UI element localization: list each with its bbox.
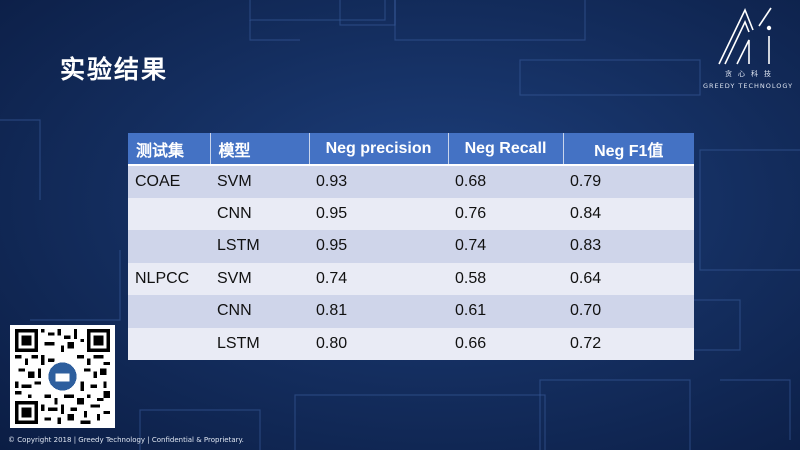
cell-f1: 0.84 (563, 197, 694, 230)
table-row: CNN 0.95 0.76 0.84 (128, 197, 694, 230)
cell-recall: 0.58 (448, 262, 563, 295)
header-dataset: 测试集 (128, 133, 211, 166)
table-row: LSTM 0.80 0.66 0.72 (128, 327, 694, 360)
qr-code-icon (15, 329, 110, 424)
cell-precision: 0.93 (309, 165, 448, 198)
logo-en-text: GREEDY TECHNOLOGY (702, 82, 794, 90)
company-logo: 贪心科技 GREEDY TECHNOLOGY (700, 6, 796, 98)
cell-f1: 0.79 (563, 165, 694, 198)
cell-model: SVM (210, 165, 309, 198)
cell-recall: 0.68 (448, 165, 563, 198)
cell-dataset (128, 295, 210, 328)
logo-cn-text: 贪心科技 (725, 70, 777, 78)
header-neg-recall: Neg Recall (448, 133, 564, 166)
cell-dataset: NLPCC (128, 262, 210, 295)
cell-recall: 0.66 (448, 327, 563, 360)
footer-copyright: © Copyright 2018 | Greedy Technology | C… (8, 436, 244, 444)
cell-f1: 0.72 (563, 327, 694, 360)
table-row: CNN 0.81 0.61 0.70 (128, 295, 694, 328)
cell-dataset (128, 327, 210, 360)
cell-f1: 0.64 (563, 262, 694, 295)
cell-f1: 0.83 (563, 230, 694, 263)
cell-dataset: COAE (128, 165, 210, 198)
cell-precision: 0.74 (309, 262, 448, 295)
header-model: 模型 (210, 133, 310, 166)
cell-model: CNN (210, 197, 309, 230)
table-row: NLPCC SVM 0.74 0.58 0.64 (128, 262, 694, 295)
table-row: LSTM 0.95 0.74 0.83 (128, 230, 694, 263)
header-neg-precision: Neg precision (309, 133, 449, 166)
cell-recall: 0.76 (448, 197, 563, 230)
cell-model: SVM (210, 262, 309, 295)
cell-model: LSTM (210, 327, 309, 360)
header-neg-f1: Neg F1值 (563, 133, 694, 166)
cell-recall: 0.61 (448, 295, 563, 328)
qr-code (10, 325, 115, 428)
cell-recall: 0.74 (448, 230, 563, 263)
table-header-row: 测试集 模型 Neg precision Neg Recall Neg F1值 (128, 133, 694, 166)
cell-precision: 0.80 (309, 327, 448, 360)
cell-dataset (128, 197, 210, 230)
cell-precision: 0.81 (309, 295, 448, 328)
cell-model: CNN (210, 295, 309, 328)
cell-f1: 0.70 (563, 295, 694, 328)
greedy-logo-icon (718, 7, 772, 65)
cell-model: LSTM (210, 230, 309, 263)
cell-dataset (128, 230, 210, 263)
cell-precision: 0.95 (309, 197, 448, 230)
results-table: 测试集 模型 Neg precision Neg Recall Neg F1值 … (128, 133, 694, 360)
slide-title: 实验结果 (60, 55, 169, 84)
cell-precision: 0.95 (309, 230, 448, 263)
table-row: COAE SVM 0.93 0.68 0.79 (128, 165, 694, 198)
